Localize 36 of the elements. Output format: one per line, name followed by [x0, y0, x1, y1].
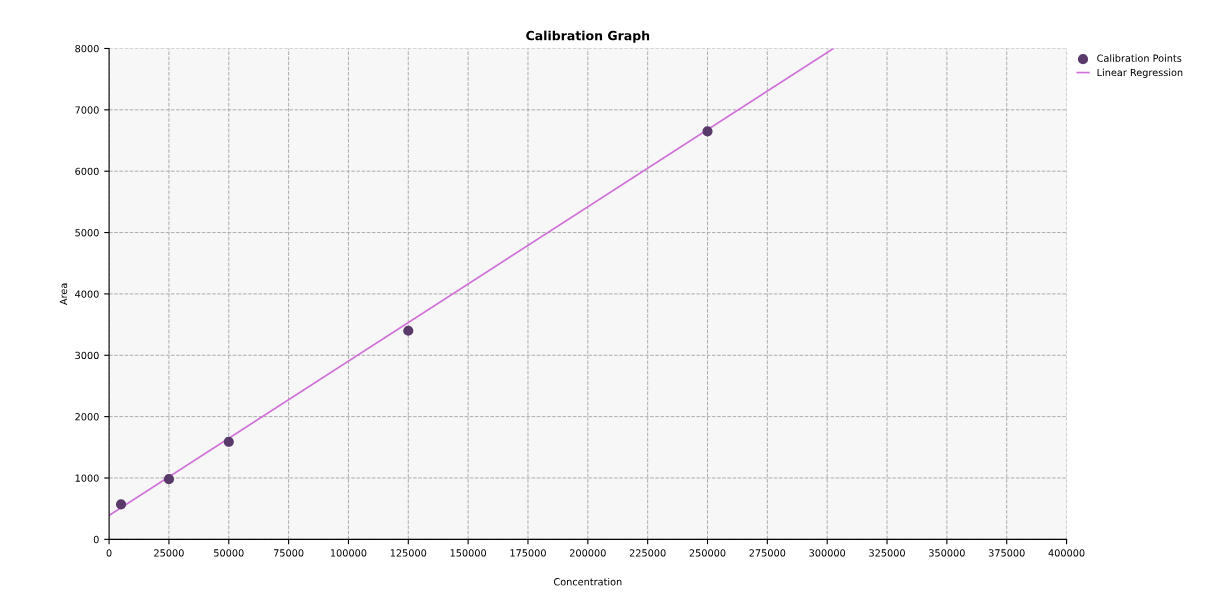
- x-tick-label: 100000: [330, 549, 367, 557]
- point: [403, 325, 414, 336]
- x-tick-label: 400000: [1048, 549, 1085, 557]
- y-tick-label: 1000: [75, 474, 99, 482]
- point: [163, 474, 175, 485]
- x-tick-label: 0: [106, 549, 112, 557]
- x-tick-label: 75000: [273, 549, 304, 557]
- point: [115, 499, 127, 510]
- chart-title: Calibration Graph: [526, 30, 650, 43]
- x-tick-label: 325000: [869, 549, 905, 557]
- x-axis-title: Concentration: [553, 577, 622, 586]
- point: [223, 436, 234, 447]
- x-tick-label: 125000: [390, 549, 427, 557]
- x-tick-label: 350000: [929, 549, 965, 557]
- y-tick-label: 0: [93, 535, 99, 544]
- y-tick-label: 5000: [75, 229, 99, 237]
- x-tick-label: 175000: [510, 549, 546, 557]
- y-tick-label: 6000: [75, 167, 99, 176]
- x-tick-label: 375000: [988, 549, 1025, 557]
- x-tick-label: 275000: [749, 549, 786, 557]
- y-axis-title: Area: [59, 283, 68, 306]
- y-tick-label: 2000: [75, 413, 99, 421]
- x-tick-label: 225000: [629, 549, 666, 557]
- x-tick-label: 250000: [689, 549, 726, 557]
- legend-label: Linear Regression: [1097, 68, 1183, 78]
- x-tick-label: 50000: [214, 549, 244, 557]
- y-tick-label: 8000: [75, 44, 99, 53]
- x-tick-label: 150000: [450, 549, 487, 557]
- y-tick-label: 4000: [75, 290, 99, 298]
- x-tick-label: 200000: [569, 549, 606, 557]
- point: [702, 126, 713, 137]
- y-tick-label: 3000: [75, 351, 99, 360]
- legend-label: Calibration Points: [1097, 54, 1182, 62]
- y-tick-label: 7000: [75, 106, 99, 114]
- x-tick-label: 300000: [809, 549, 846, 557]
- x-tick-label: 25000: [154, 549, 184, 557]
